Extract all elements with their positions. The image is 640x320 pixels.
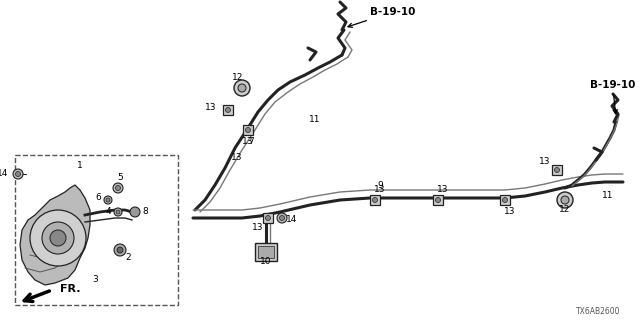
Polygon shape (20, 185, 90, 285)
Circle shape (104, 196, 112, 204)
Circle shape (30, 210, 86, 266)
Circle shape (435, 197, 440, 203)
Circle shape (225, 108, 230, 113)
Text: B-19-10: B-19-10 (348, 7, 415, 28)
Circle shape (234, 80, 250, 96)
Text: 13: 13 (205, 102, 216, 111)
Text: 12: 12 (232, 74, 244, 83)
Circle shape (502, 197, 508, 203)
Circle shape (117, 247, 123, 253)
Circle shape (561, 196, 569, 204)
Circle shape (246, 127, 250, 132)
Circle shape (113, 183, 123, 193)
Bar (255, 243, 277, 261)
Bar (433, 195, 443, 205)
Circle shape (238, 84, 246, 92)
Bar (370, 195, 380, 205)
Text: 11: 11 (602, 190, 614, 199)
Text: 4: 4 (105, 207, 111, 217)
Text: 14: 14 (286, 215, 298, 225)
Text: 13: 13 (252, 223, 264, 233)
Text: FR.: FR. (60, 284, 81, 294)
Circle shape (277, 213, 287, 223)
Bar (243, 125, 253, 135)
Circle shape (114, 244, 126, 256)
Circle shape (557, 192, 573, 208)
Text: 13: 13 (540, 157, 551, 166)
Circle shape (280, 215, 285, 220)
Circle shape (554, 167, 559, 172)
Bar (223, 105, 233, 115)
Bar (263, 213, 273, 223)
Circle shape (130, 207, 140, 217)
Circle shape (115, 186, 120, 190)
Circle shape (50, 230, 66, 246)
Circle shape (106, 198, 110, 202)
Bar (258, 246, 274, 258)
Text: 14: 14 (0, 170, 8, 179)
Text: 10: 10 (260, 258, 272, 267)
Circle shape (15, 172, 20, 177)
Text: 1: 1 (77, 161, 83, 170)
Bar (552, 165, 562, 175)
Text: 9: 9 (377, 180, 383, 189)
Text: 7: 7 (248, 138, 253, 147)
Circle shape (42, 222, 74, 254)
Text: 3: 3 (92, 276, 98, 284)
Text: 5: 5 (117, 173, 123, 182)
Circle shape (266, 215, 271, 220)
Text: 13: 13 (231, 154, 243, 163)
Text: 13: 13 (437, 186, 449, 195)
Circle shape (13, 169, 23, 179)
Bar (500, 195, 510, 205)
Bar (15, 155, 178, 305)
Text: 13: 13 (504, 206, 516, 215)
Text: 2: 2 (125, 253, 131, 262)
Text: 8: 8 (142, 207, 148, 217)
Text: 11: 11 (309, 116, 321, 124)
Text: 12: 12 (559, 205, 571, 214)
Text: B-19-10: B-19-10 (590, 80, 636, 114)
Circle shape (114, 208, 122, 216)
Text: 6: 6 (95, 194, 101, 203)
Text: 13: 13 (374, 186, 386, 195)
Text: 13: 13 (243, 138, 253, 147)
Circle shape (372, 197, 378, 203)
Text: TX6AB2600: TX6AB2600 (575, 308, 620, 316)
Circle shape (116, 210, 120, 214)
